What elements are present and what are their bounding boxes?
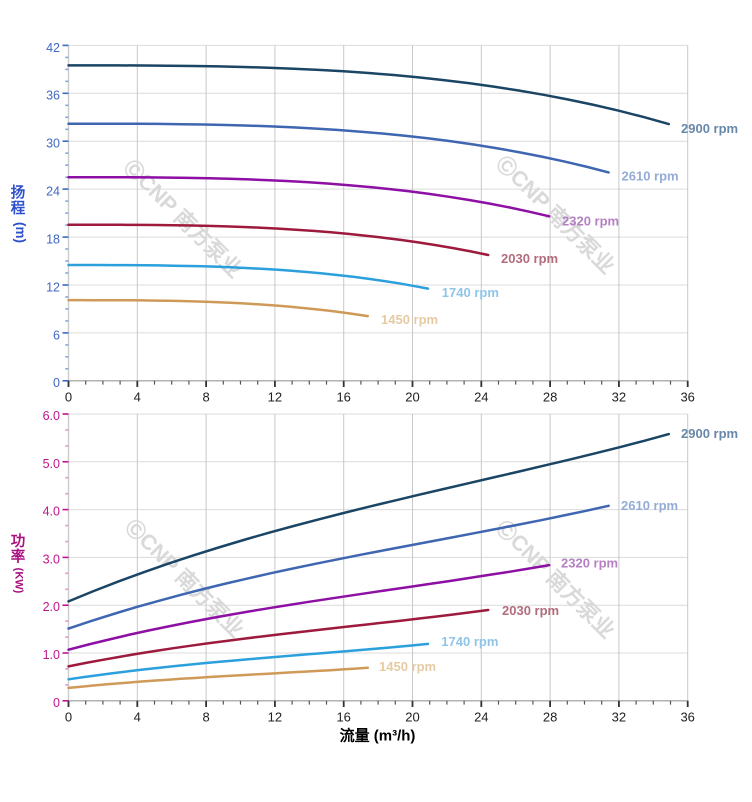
svg-text:32: 32 [612,710,626,725]
svg-text:32: 32 [612,390,626,405]
svg-text:2900 rpm: 2900 rpm [681,426,738,441]
svg-text:4: 4 [134,390,141,405]
svg-text:12: 12 [46,280,60,294]
svg-text:0: 0 [65,390,72,405]
svg-text:1740 rpm: 1740 rpm [441,634,498,649]
svg-text:1740 rpm: 1740 rpm [442,285,499,300]
svg-text:24: 24 [46,184,60,198]
svg-text:36: 36 [46,89,60,103]
svg-text:1.0: 1.0 [43,648,60,662]
svg-text:8: 8 [202,390,209,405]
svg-text:率: 率 [11,548,26,566]
svg-text:5.0: 5.0 [43,457,60,471]
svg-text:18: 18 [46,232,60,246]
svg-text:(KW): (KW) [13,568,25,594]
svg-text:24: 24 [474,390,488,405]
svg-text:2030 rpm: 2030 rpm [502,603,559,618]
svg-text:程: 程 [11,200,26,217]
svg-text:2.0: 2.0 [43,600,60,614]
svg-text:2610 rpm: 2610 rpm [621,498,678,513]
svg-text:20: 20 [405,390,419,405]
svg-text:2320 rpm: 2320 rpm [562,214,619,229]
svg-text:2900 rpm: 2900 rpm [681,121,738,136]
svg-text:2610 rpm: 2610 rpm [622,168,679,183]
svg-text:16: 16 [336,710,350,725]
svg-text:8: 8 [202,710,209,725]
svg-text:28: 28 [543,390,557,405]
svg-text:2030 rpm: 2030 rpm [501,251,558,266]
svg-text:6.0: 6.0 [43,409,60,423]
svg-text:16: 16 [336,390,350,405]
svg-text:流量 (m³/h): 流量 (m³/h) [340,727,416,745]
svg-text:6: 6 [53,328,60,342]
svg-text:12: 12 [268,390,282,405]
svg-text:12: 12 [268,710,282,725]
svg-text:24: 24 [474,710,488,725]
svg-text:42: 42 [46,41,60,55]
svg-text:功: 功 [11,533,26,550]
svg-text:0: 0 [53,696,60,710]
svg-text:30: 30 [46,137,60,151]
svg-text:(m): (m) [13,222,28,243]
svg-text:20: 20 [405,710,419,725]
svg-text:28: 28 [543,710,557,725]
svg-text:1450 rpm: 1450 rpm [379,659,436,674]
svg-text:扬: 扬 [11,184,26,202]
svg-text:0: 0 [53,376,60,390]
svg-text:36: 36 [680,710,694,725]
svg-text:1450 rpm: 1450 rpm [381,312,438,327]
svg-text:4: 4 [134,710,141,725]
svg-text:0: 0 [65,710,72,725]
svg-text:36: 36 [680,390,694,405]
svg-text:2320 rpm: 2320 rpm [561,556,618,571]
svg-text:4.0: 4.0 [43,505,60,519]
svg-text:3.0: 3.0 [43,552,60,566]
